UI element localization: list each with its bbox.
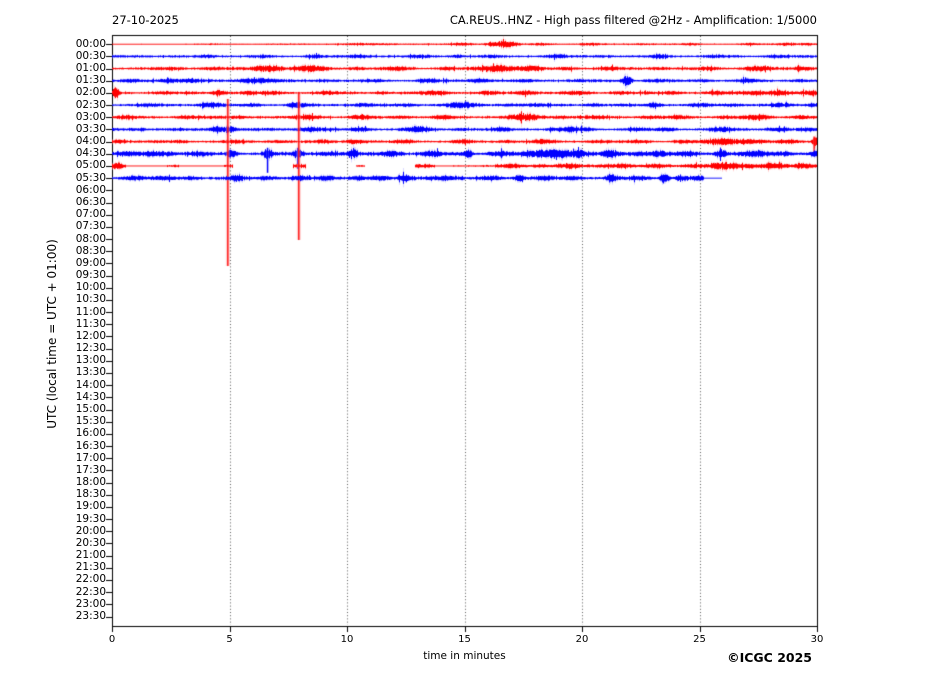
x-axis-label: time in minutes — [423, 650, 506, 662]
x-tick-label: 15 — [458, 634, 471, 645]
y-tick-label: 07:30 — [75, 220, 106, 233]
y-tick-label: 15:00 — [75, 403, 106, 415]
copyright-label: ©ICGC 2025 — [727, 650, 812, 665]
date-label: 27-10-2025 — [112, 13, 179, 27]
y-tick-label: 20:30 — [75, 536, 106, 549]
y-tick-label: 16:30 — [75, 439, 106, 452]
y-tick-label: 23:30 — [75, 610, 106, 623]
x-tick-label: 25 — [693, 634, 706, 645]
y-axis-label: UTC (local time = UTC + 01:00) — [45, 239, 59, 429]
y-tick-label: 23:00 — [75, 597, 106, 610]
x-tick-label: 20 — [575, 634, 589, 645]
y-tick-label: 04:00 — [75, 135, 106, 148]
y-tick-label: 15:30 — [75, 415, 106, 428]
y-tick-label: 22:00 — [75, 573, 106, 586]
y-tick-label: 17:00 — [75, 451, 106, 464]
y-tick-label: 02:00 — [75, 86, 106, 99]
y-tick-label: 09:30 — [75, 269, 106, 282]
y-tick-label: 01:30 — [75, 74, 106, 87]
y-tick-label: 05:00 — [75, 159, 106, 172]
y-tick-label: 16:00 — [75, 427, 106, 440]
y-tick-label: 11:30 — [75, 317, 106, 330]
y-tick-label: 06:30 — [75, 196, 106, 208]
y-tick-label: 03:00 — [75, 110, 106, 123]
x-tick-label: 10 — [340, 634, 354, 645]
y-tick-label: 13:00 — [75, 354, 106, 367]
y-tick-label: 05:30 — [75, 171, 106, 184]
y-tick-label: 10:00 — [75, 281, 106, 294]
y-tick-label: 00:30 — [75, 49, 106, 62]
y-tick-label: 04:30 — [75, 147, 106, 160]
y-tick-label: 18:30 — [75, 488, 106, 501]
y-tick-label: 17:30 — [75, 463, 106, 476]
y-tick-label: 03:30 — [75, 122, 106, 135]
y-tick-label: 20:00 — [75, 524, 106, 537]
y-tick-label: 18:00 — [75, 476, 106, 489]
y-tick-label: 21:30 — [75, 561, 106, 574]
y-tick-label: 13:30 — [75, 366, 106, 379]
y-tick-label: 01:00 — [75, 62, 106, 75]
y-tick-label: 08:00 — [75, 232, 106, 245]
y-tick-label: 11:00 — [75, 305, 106, 318]
y-tick-label: 06:00 — [75, 183, 106, 196]
y-tick-label: 19:00 — [75, 500, 106, 513]
y-tick-label: 12:30 — [75, 342, 106, 355]
y-tick-label: 00:00 — [75, 37, 106, 50]
y-tick-label: 19:30 — [75, 512, 106, 525]
y-tick-label: 14:30 — [75, 390, 106, 403]
x-tick-label: 0 — [108, 634, 116, 645]
y-tick-label: 10:30 — [75, 293, 106, 306]
y-tick-label: 09:00 — [75, 256, 106, 269]
y-tick-label: 12:00 — [75, 329, 106, 342]
y-tick-label: 21:00 — [75, 549, 106, 562]
page-title: CA.REUS..HNZ - High pass filtered @2Hz -… — [449, 13, 817, 27]
y-tick-label: 02:30 — [75, 98, 106, 111]
y-tick-label: 14:00 — [75, 378, 106, 391]
y-tick-label: 07:00 — [75, 208, 106, 221]
x-tick-label: 5 — [226, 634, 233, 645]
y-tick-label: 08:30 — [75, 244, 106, 257]
x-tick-label: 30 — [810, 634, 824, 645]
y-tick-label: 22:30 — [75, 585, 106, 598]
